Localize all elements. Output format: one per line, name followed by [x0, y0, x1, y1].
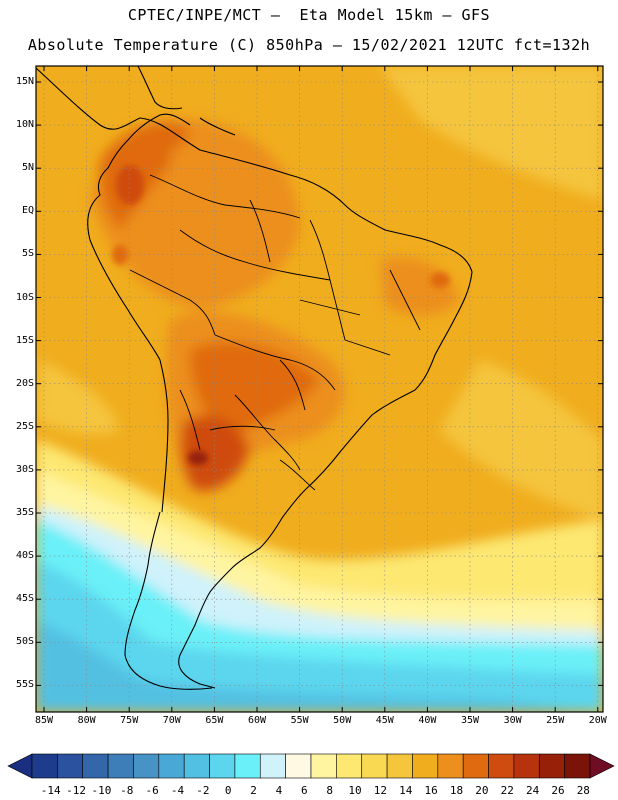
longitude-label: 45W — [375, 715, 394, 726]
colorbar-swatch — [57, 753, 84, 779]
latitude-label: 5S — [21, 248, 34, 260]
colorbar-label: -8 — [120, 784, 134, 797]
colorbar-label: 2 — [250, 784, 257, 797]
colorbar-swatch — [386, 753, 413, 779]
colorbar-label: 0 — [224, 784, 232, 797]
longitude-label: 35W — [460, 715, 480, 726]
latitude-label: 15S — [15, 334, 34, 346]
colorbar-swatch — [107, 753, 134, 779]
longitude-label: 30W — [503, 715, 522, 726]
colorbar-swatch — [361, 753, 388, 779]
colorbar-label: -10 — [91, 784, 112, 797]
colorbar-swatch — [209, 753, 236, 779]
colorbar-label: 8 — [326, 784, 333, 797]
latitude-label: 55S — [15, 679, 34, 691]
colorbar-swatch — [285, 753, 312, 779]
longitude-label: 20W — [588, 715, 607, 726]
latitude-label: 25S — [15, 420, 34, 432]
colorbar-swatch — [158, 753, 185, 779]
colorbar-label: 20 — [475, 784, 489, 797]
colorbar-label: -14 — [40, 784, 61, 797]
latitude-label: 50S — [15, 636, 34, 648]
latitude-label: EQ — [21, 205, 34, 217]
colorbar-swatch — [538, 753, 565, 779]
colorbar-high-arrow — [589, 753, 615, 779]
latitude-label: 40S — [15, 550, 34, 562]
longitude-label: 65W — [205, 715, 224, 726]
colorbar-swatch — [437, 753, 464, 779]
longitude-label: 40W — [418, 715, 437, 726]
colorbar-swatch — [82, 753, 109, 779]
colorbar-label: 18 — [449, 784, 464, 797]
colorbar-swatch — [462, 753, 489, 779]
latitude-label: 35S — [15, 507, 34, 518]
colorbar-label: -2 — [196, 784, 210, 797]
latitude-label: 5N — [21, 162, 34, 174]
lat-lon-grid — [36, 66, 603, 712]
longitude-label: 60W — [247, 715, 267, 726]
colorbar-swatch — [31, 753, 58, 779]
colorbar-label: -12 — [66, 784, 86, 797]
colorbar-label: 22 — [500, 784, 514, 797]
colorbar-label: 16 — [424, 784, 438, 797]
latitude-label: 45S — [15, 593, 34, 605]
colorbar-swatch — [310, 753, 337, 779]
colorbar-label: 10 — [348, 784, 362, 797]
latitude-label: 10S — [15, 291, 34, 303]
colorbar-swatch — [412, 753, 439, 779]
colorbar-swatch — [513, 753, 540, 779]
latitude-label: 10N — [15, 119, 34, 131]
colorbar-swatch — [259, 753, 286, 779]
colorbar-label: 24 — [525, 784, 540, 797]
country-borders — [129, 174, 421, 491]
map-title: CPTEC/INPE/MCT – Eta Model 15km – GFS — [127, 6, 491, 24]
colorbar-label: 14 — [399, 784, 413, 797]
colorbar-swatch — [336, 753, 363, 779]
latitude-label: 15N — [15, 76, 34, 87]
map-subtitle: Absolute Temperature (C) 850hPa – 15/02/… — [27, 36, 591, 54]
colorbar-swatch — [488, 753, 515, 779]
colorbar-swatch — [234, 753, 261, 779]
colorbar-label: 4 — [275, 784, 283, 797]
coastlines — [36, 66, 473, 690]
latitude-label: 20S — [15, 377, 34, 389]
colorbar-swatch — [564, 753, 591, 779]
colorbar-swatch — [183, 753, 210, 779]
colorbar-label: 6 — [301, 784, 308, 797]
colorbar — [7, 753, 615, 779]
latitude-label: 30S — [15, 463, 34, 475]
longitude-label: 55W — [290, 715, 309, 726]
longitude-label: 50W — [333, 715, 352, 726]
colorbar-label: -6 — [145, 784, 159, 797]
colorbar-swatch — [133, 753, 160, 779]
temperature-field — [36, 66, 603, 712]
colorbar-label: 26 — [551, 784, 565, 797]
longitude-label: 75W — [120, 715, 139, 726]
colorbar-label: 28 — [576, 784, 590, 797]
colorbar-low-arrow — [7, 753, 33, 779]
longitude-label: 70W — [162, 715, 181, 726]
longitude-label: 25W — [546, 715, 565, 726]
colorbar-label: -4 — [170, 784, 185, 797]
longitude-label: 85W — [34, 715, 54, 726]
longitude-label: 80W — [77, 715, 96, 726]
colorbar-label: 12 — [373, 784, 388, 797]
